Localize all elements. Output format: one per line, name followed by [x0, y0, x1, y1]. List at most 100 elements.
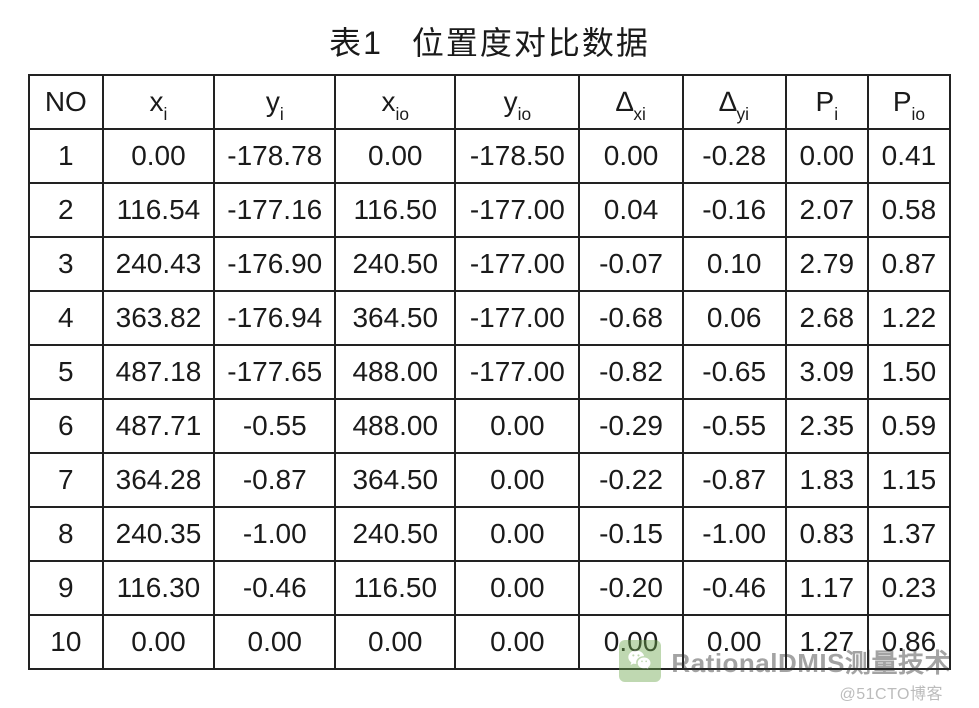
cell-pio: 0.86 — [868, 615, 950, 669]
cell-dxi: -0.20 — [579, 561, 682, 615]
cell-dxi: -0.15 — [579, 507, 682, 561]
cell-xio: 240.50 — [335, 237, 455, 291]
watermark-secondary: @51CTO博客 — [839, 680, 943, 704]
cell-pi: 1.27 — [786, 615, 868, 669]
cell-dxi: -0.07 — [579, 237, 682, 291]
cell-dyi: -0.46 — [683, 561, 786, 615]
caption-label: 表1 — [329, 25, 383, 61]
cell-xi: 364.28 — [103, 453, 215, 507]
cell-xio: 488.00 — [335, 345, 455, 399]
table-row: 9116.30-0.46116.500.00-0.20-0.461.170.23 — [29, 561, 950, 615]
cell-no: 1 — [29, 129, 103, 183]
table-header-row: NOxiyixioyio∆xi∆yiPiPio — [29, 75, 950, 129]
cell-pio: 0.41 — [868, 129, 950, 183]
cell-yi: -177.16 — [214, 183, 335, 237]
cell-dxi: -0.68 — [579, 291, 682, 345]
cell-xio: 488.00 — [335, 399, 455, 453]
cell-yi: -176.90 — [214, 237, 335, 291]
cell-yio: -177.00 — [455, 237, 579, 291]
table-row: 6487.71-0.55488.000.00-0.29-0.552.350.59 — [29, 399, 950, 453]
cell-xi: 0.00 — [103, 129, 215, 183]
cell-pio: 1.22 — [868, 291, 950, 345]
cell-yi: -0.46 — [214, 561, 335, 615]
cell-yi: 0.00 — [214, 615, 335, 669]
cell-xio: 364.50 — [335, 291, 455, 345]
cell-pi: 1.17 — [786, 561, 868, 615]
cell-dyi: -0.28 — [683, 129, 786, 183]
cell-xio: 0.00 — [335, 615, 455, 669]
cell-pio: 0.58 — [868, 183, 950, 237]
cell-yi: -1.00 — [214, 507, 335, 561]
cell-no: 7 — [29, 453, 103, 507]
table-row: 7364.28-0.87364.500.00-0.22-0.871.831.15 — [29, 453, 950, 507]
cell-yio: 0.00 — [455, 561, 579, 615]
table-row: 5487.18-177.65488.00-177.00-0.82-0.653.0… — [29, 345, 950, 399]
cell-yio: 0.00 — [455, 615, 579, 669]
col-header-no: NO — [29, 75, 103, 129]
cell-xi: 363.82 — [103, 291, 215, 345]
cell-no: 3 — [29, 237, 103, 291]
cell-dxi: -0.29 — [579, 399, 682, 453]
cell-yio: 0.00 — [455, 399, 579, 453]
cell-xi: 0.00 — [103, 615, 215, 669]
cell-no: 9 — [29, 561, 103, 615]
cell-xi: 240.35 — [103, 507, 215, 561]
cell-dxi: 0.04 — [579, 183, 682, 237]
table-row: 10.00-178.780.00-178.500.00-0.280.000.41 — [29, 129, 950, 183]
cell-pio: 0.23 — [868, 561, 950, 615]
cell-xi: 116.54 — [103, 183, 215, 237]
cell-dyi: 0.06 — [683, 291, 786, 345]
cell-no: 8 — [29, 507, 103, 561]
cell-pio: 1.15 — [868, 453, 950, 507]
cell-dyi: -0.55 — [683, 399, 786, 453]
cell-yio: -177.00 — [455, 183, 579, 237]
col-header-pi: Pi — [786, 75, 868, 129]
table-row: 3240.43-176.90240.50-177.00-0.070.102.79… — [29, 237, 950, 291]
cell-no: 6 — [29, 399, 103, 453]
cell-yio: -178.50 — [455, 129, 579, 183]
cell-no: 10 — [29, 615, 103, 669]
cell-pi: 0.83 — [786, 507, 868, 561]
cell-xio: 364.50 — [335, 453, 455, 507]
table-caption: 表1 位置度对比数据 — [28, 18, 951, 64]
cell-pi: 2.07 — [786, 183, 868, 237]
cell-dxi: -0.82 — [579, 345, 682, 399]
col-header-pio: Pio — [868, 75, 950, 129]
cell-yi: -177.65 — [214, 345, 335, 399]
col-header-yio: yio — [455, 75, 579, 129]
cell-pio: 0.59 — [868, 399, 950, 453]
cell-no: 4 — [29, 291, 103, 345]
cell-pi: 2.68 — [786, 291, 868, 345]
cell-dyi: -0.16 — [683, 183, 786, 237]
table-row: 8240.35-1.00240.500.00-0.15-1.000.831.37 — [29, 507, 950, 561]
cell-dxi: 0.00 — [579, 129, 682, 183]
table-row: 4363.82-176.94364.50-177.00-0.680.062.68… — [29, 291, 950, 345]
cell-yio: -177.00 — [455, 291, 579, 345]
cell-yi: -176.94 — [214, 291, 335, 345]
cell-xio: 240.50 — [335, 507, 455, 561]
position-comparison-table: NOxiyixioyio∆xi∆yiPiPio 10.00-178.780.00… — [28, 74, 951, 670]
cell-pio: 0.87 — [868, 237, 950, 291]
caption-title: 位置度对比数据 — [412, 25, 650, 61]
cell-yi: -178.78 — [214, 129, 335, 183]
table-row: 2116.54-177.16116.50-177.000.04-0.162.07… — [29, 183, 950, 237]
cell-no: 5 — [29, 345, 103, 399]
cell-xi: 487.71 — [103, 399, 215, 453]
cell-xi: 116.30 — [103, 561, 215, 615]
cell-yio: 0.00 — [455, 453, 579, 507]
cell-xi: 240.43 — [103, 237, 215, 291]
cell-yi: -0.55 — [214, 399, 335, 453]
cell-pio: 1.37 — [868, 507, 950, 561]
cell-dyi: -0.87 — [683, 453, 786, 507]
cell-no: 2 — [29, 183, 103, 237]
cell-dyi: -1.00 — [683, 507, 786, 561]
cell-xi: 487.18 — [103, 345, 215, 399]
table-row: 100.000.000.000.000.000.001.270.86 — [29, 615, 950, 669]
cell-xio: 116.50 — [335, 561, 455, 615]
col-header-xio: xio — [335, 75, 455, 129]
cell-pi: 2.35 — [786, 399, 868, 453]
col-header-dxi: ∆xi — [579, 75, 682, 129]
cell-dxi: 0.00 — [579, 615, 682, 669]
cell-dyi: 0.10 — [683, 237, 786, 291]
col-header-yi: yi — [214, 75, 335, 129]
